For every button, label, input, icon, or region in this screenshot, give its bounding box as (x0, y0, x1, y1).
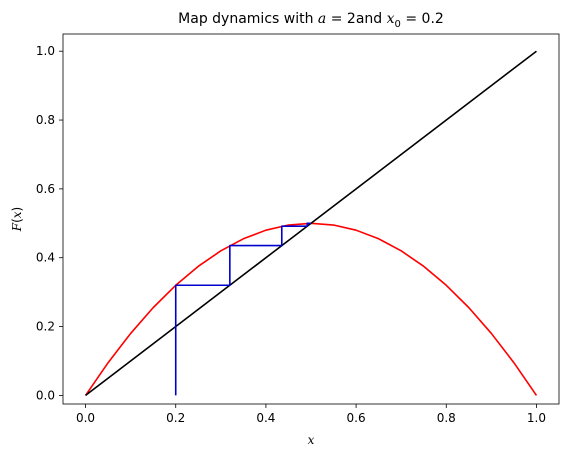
chart-title: Map dynamics with a = 2and x0 = 0.2 (178, 11, 444, 30)
y-tick-label: 0.4 (36, 251, 55, 265)
x-tick-label: 1.0 (527, 411, 546, 425)
y-axis-ticks: 0.0 0.2 0.4 0.6 0.8 1.0 (36, 44, 63, 402)
y-tick-label: 0.2 (36, 320, 55, 334)
series-identity-line (85, 50, 537, 397)
y-tick-label: 1.0 (36, 44, 55, 58)
x-axis-ticks: 0.0 0.2 0.4 0.6 0.8 1.0 (76, 404, 546, 425)
y-tick-label: 0.8 (36, 113, 55, 127)
x-tick-label: 0.8 (437, 411, 456, 425)
y-tick-label: 0.0 (36, 388, 55, 402)
series-cobweb-path (174, 222, 311, 396)
x-tick-label: 0.2 (166, 411, 185, 425)
x-tick-label: 0.6 (347, 411, 366, 425)
plot-area-frame (62, 33, 560, 405)
x-axis-label: x (308, 433, 315, 447)
series-layer (84, 50, 538, 397)
x-tick-label: 0.4 (256, 411, 275, 425)
x-tick-label: 0.0 (76, 411, 95, 425)
y-tick-label: 0.6 (36, 182, 55, 196)
y-axis-label: F(x) (10, 207, 24, 232)
